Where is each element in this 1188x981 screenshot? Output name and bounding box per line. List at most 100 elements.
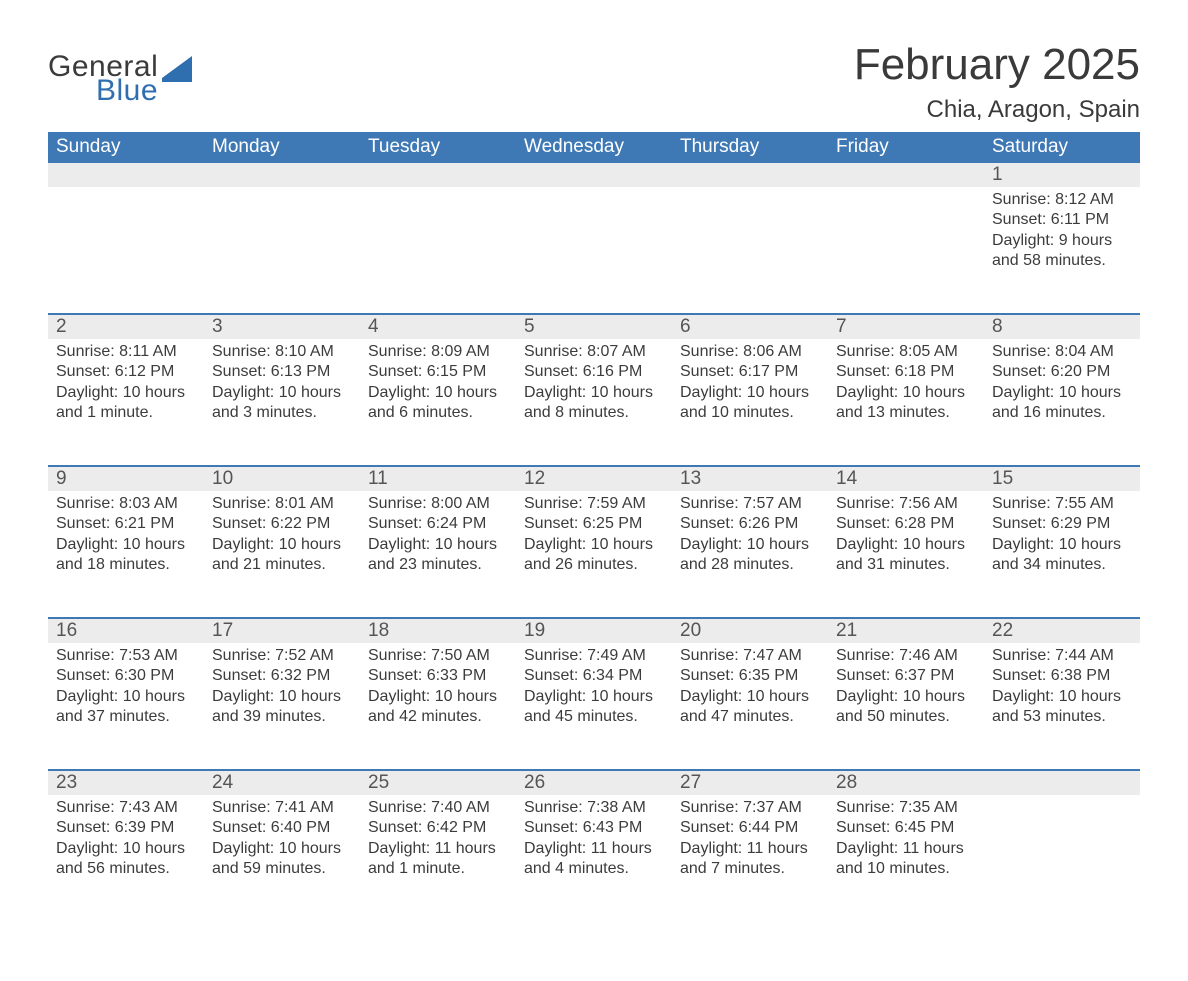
day-number-cell: 5 [516, 315, 672, 339]
sunrise-line: Sunrise: 7:38 AM [524, 798, 664, 818]
day-cell: Sunrise: 8:07 AMSunset: 6:16 PMDaylight:… [516, 339, 672, 465]
week-number-band: 16171819202122 [48, 617, 1140, 643]
sunrise-line: Sunrise: 8:10 AM [212, 342, 352, 362]
logo-word-blue: Blue [96, 76, 158, 106]
month-title: February 2025 [854, 40, 1140, 90]
weeks-container: 1Sunrise: 8:12 AMSunset: 6:11 PMDaylight… [48, 163, 1140, 921]
day-number-cell: 26 [516, 771, 672, 795]
day-number-cell: 10 [204, 467, 360, 491]
daylight-line: Daylight: 10 hours and 28 minutes. [680, 535, 820, 576]
day-number-cell [672, 163, 828, 187]
sunrise-line: Sunrise: 8:04 AM [992, 342, 1132, 362]
day-number-cell: 27 [672, 771, 828, 795]
daylight-line: Daylight: 10 hours and 42 minutes. [368, 687, 508, 728]
daylight-line: Daylight: 11 hours and 4 minutes. [524, 839, 664, 880]
week-row: Sunrise: 8:03 AMSunset: 6:21 PMDaylight:… [48, 491, 1140, 617]
day-number: 16 [54, 619, 196, 643]
sunrise-line: Sunrise: 7:44 AM [992, 646, 1132, 666]
day-number: 23 [54, 771, 196, 795]
sunset-line: Sunset: 6:45 PM [836, 818, 976, 838]
day-body: Sunrise: 7:52 AMSunset: 6:32 PMDaylight:… [210, 643, 352, 728]
day-body: Sunrise: 7:37 AMSunset: 6:44 PMDaylight:… [678, 795, 820, 880]
day-cell [360, 187, 516, 313]
day-number: 3 [210, 315, 352, 339]
sunset-line: Sunset: 6:28 PM [836, 514, 976, 534]
week-number-band: 1 [48, 163, 1140, 187]
sunset-line: Sunset: 6:26 PM [680, 514, 820, 534]
day-number-cell: 7 [828, 315, 984, 339]
day-body: Sunrise: 8:12 AMSunset: 6:11 PMDaylight:… [990, 187, 1132, 272]
day-body: Sunrise: 7:56 AMSunset: 6:28 PMDaylight:… [834, 491, 976, 576]
sunrise-line: Sunrise: 7:46 AM [836, 646, 976, 666]
day-number-cell [360, 163, 516, 187]
day-number-cell: 9 [48, 467, 204, 491]
day-number-cell: 4 [360, 315, 516, 339]
day-number-cell: 2 [48, 315, 204, 339]
day-body: Sunrise: 7:43 AMSunset: 6:39 PMDaylight:… [54, 795, 196, 880]
daylight-line: Daylight: 10 hours and 59 minutes. [212, 839, 352, 880]
sunset-line: Sunset: 6:22 PM [212, 514, 352, 534]
sunset-line: Sunset: 6:35 PM [680, 666, 820, 686]
day-cell: Sunrise: 7:53 AMSunset: 6:30 PMDaylight:… [48, 643, 204, 769]
day-body: Sunrise: 8:10 AMSunset: 6:13 PMDaylight:… [210, 339, 352, 424]
sunrise-line: Sunrise: 8:09 AM [368, 342, 508, 362]
day-number-cell: 22 [984, 619, 1140, 643]
sunrise-line: Sunrise: 7:49 AM [524, 646, 664, 666]
day-body: Sunrise: 7:40 AMSunset: 6:42 PMDaylight:… [366, 795, 508, 880]
sunset-line: Sunset: 6:15 PM [368, 362, 508, 382]
day-number-cell: 19 [516, 619, 672, 643]
day-body: Sunrise: 8:04 AMSunset: 6:20 PMDaylight:… [990, 339, 1132, 424]
sunset-line: Sunset: 6:20 PM [992, 362, 1132, 382]
sunrise-line: Sunrise: 7:50 AM [368, 646, 508, 666]
sunset-line: Sunset: 6:21 PM [56, 514, 196, 534]
week-row: Sunrise: 7:43 AMSunset: 6:39 PMDaylight:… [48, 795, 1140, 921]
day-number: 4 [366, 315, 508, 339]
day-body: Sunrise: 8:01 AMSunset: 6:22 PMDaylight:… [210, 491, 352, 576]
sunrise-line: Sunrise: 7:41 AM [212, 798, 352, 818]
day-body: Sunrise: 8:11 AMSunset: 6:12 PMDaylight:… [54, 339, 196, 424]
sunset-line: Sunset: 6:29 PM [992, 514, 1132, 534]
sunset-line: Sunset: 6:44 PM [680, 818, 820, 838]
day-body: Sunrise: 7:38 AMSunset: 6:43 PMDaylight:… [522, 795, 664, 880]
day-cell: Sunrise: 7:44 AMSunset: 6:38 PMDaylight:… [984, 643, 1140, 769]
day-cell: Sunrise: 8:03 AMSunset: 6:21 PMDaylight:… [48, 491, 204, 617]
logo-text: General Blue [48, 52, 158, 106]
sunset-line: Sunset: 6:18 PM [836, 362, 976, 382]
day-number [678, 163, 820, 187]
day-number: 21 [834, 619, 976, 643]
daylight-line: Daylight: 10 hours and 16 minutes. [992, 383, 1132, 424]
day-number-cell: 25 [360, 771, 516, 795]
day-number: 11 [366, 467, 508, 491]
daylight-line: Daylight: 10 hours and 37 minutes. [56, 687, 196, 728]
week-row: Sunrise: 8:11 AMSunset: 6:12 PMDaylight:… [48, 339, 1140, 465]
day-number: 25 [366, 771, 508, 795]
day-number [210, 163, 352, 187]
calendar: SundayMondayTuesdayWednesdayThursdayFrid… [48, 132, 1140, 921]
day-body: Sunrise: 8:06 AMSunset: 6:17 PMDaylight:… [678, 339, 820, 424]
day-cell: Sunrise: 7:50 AMSunset: 6:33 PMDaylight:… [360, 643, 516, 769]
sunrise-line: Sunrise: 8:06 AM [680, 342, 820, 362]
daylight-line: Daylight: 10 hours and 6 minutes. [368, 383, 508, 424]
daylight-line: Daylight: 9 hours and 58 minutes. [992, 231, 1132, 272]
day-body: Sunrise: 7:59 AMSunset: 6:25 PMDaylight:… [522, 491, 664, 576]
day-number-cell: 28 [828, 771, 984, 795]
day-number: 14 [834, 467, 976, 491]
day-number-cell: 23 [48, 771, 204, 795]
day-cell: Sunrise: 8:05 AMSunset: 6:18 PMDaylight:… [828, 339, 984, 465]
day-cell: Sunrise: 8:12 AMSunset: 6:11 PMDaylight:… [984, 187, 1140, 313]
day-cell [672, 187, 828, 313]
day-number-cell: 16 [48, 619, 204, 643]
day-cell [48, 187, 204, 313]
sunset-line: Sunset: 6:43 PM [524, 818, 664, 838]
day-body: Sunrise: 8:09 AMSunset: 6:15 PMDaylight:… [366, 339, 508, 424]
day-cell: Sunrise: 7:40 AMSunset: 6:42 PMDaylight:… [360, 795, 516, 921]
day-number-cell: 14 [828, 467, 984, 491]
day-cell: Sunrise: 7:59 AMSunset: 6:25 PMDaylight:… [516, 491, 672, 617]
sunset-line: Sunset: 6:24 PM [368, 514, 508, 534]
day-cell: Sunrise: 7:49 AMSunset: 6:34 PMDaylight:… [516, 643, 672, 769]
day-cell [204, 187, 360, 313]
daylight-line: Daylight: 10 hours and 39 minutes. [212, 687, 352, 728]
day-cell: Sunrise: 8:01 AMSunset: 6:22 PMDaylight:… [204, 491, 360, 617]
sunset-line: Sunset: 6:33 PM [368, 666, 508, 686]
sunrise-line: Sunrise: 8:00 AM [368, 494, 508, 514]
